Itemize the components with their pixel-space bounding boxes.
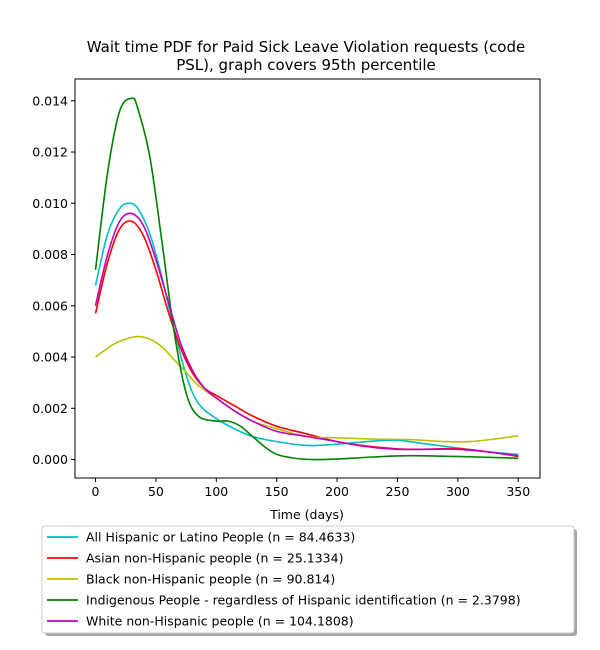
y-axis-ticks: 0.000 0.002 0.004 0.006 0.008 0.010 0.012 0.014 bbox=[32, 93, 75, 467]
x-tick-label-3: 150 bbox=[265, 484, 289, 499]
y-tick-label-0: 0.000 bbox=[32, 452, 68, 467]
plot-frame bbox=[74, 78, 541, 479]
x-tick-label-5: 250 bbox=[386, 484, 410, 499]
x-tick-label-2: 100 bbox=[204, 484, 228, 499]
series-line-2 bbox=[95, 335, 519, 443]
x-tick-label-6: 300 bbox=[446, 484, 470, 499]
series-line-4 bbox=[94, 212, 519, 457]
x-axis-ticks: 0 50 100 150 200 250 300 350 bbox=[92, 478, 530, 499]
series-line-1 bbox=[94, 220, 519, 458]
x-tick-label-1: 50 bbox=[148, 484, 164, 499]
legend-label-4: White non-Hispanic people (n = 104.1808) bbox=[86, 614, 354, 629]
y-tick-label-1: 0.002 bbox=[32, 401, 68, 416]
chart-title-line-2: PSL), graph covers 95th percentile bbox=[176, 56, 436, 74]
y-tick-label-6: 0.012 bbox=[32, 145, 68, 160]
legend-label-0: All Hispanic or Latino People (n = 84.46… bbox=[86, 530, 355, 545]
chart-title-line-1: Wait time PDF for Paid Sick Leave Violat… bbox=[87, 38, 526, 56]
x-axis-label: Time (days) bbox=[269, 507, 344, 522]
y-tick-label-2: 0.004 bbox=[32, 350, 68, 365]
x-tick-label-7: 350 bbox=[506, 484, 530, 499]
legend-box bbox=[41, 525, 575, 634]
series-line-3 bbox=[94, 97, 519, 461]
series-line-0 bbox=[94, 202, 519, 456]
legend-entries: All Hispanic or Latino People (n = 84.46… bbox=[47, 530, 521, 629]
plot-lines bbox=[94, 97, 519, 461]
legend: All Hispanic or Latino People (n = 84.46… bbox=[41, 525, 577, 636]
y-tick-label-4: 0.008 bbox=[32, 247, 68, 262]
y-tick-label-3: 0.006 bbox=[32, 298, 68, 313]
legend-label-2: Black non-Hispanic people (n = 90.814) bbox=[86, 572, 335, 587]
y-tick-label-7: 0.014 bbox=[32, 93, 68, 108]
x-tick-label-4: 200 bbox=[325, 484, 349, 499]
legend-label-1: Asian non-Hispanic people (n = 25.1334) bbox=[86, 551, 343, 566]
x-tick-label-0: 0 bbox=[92, 484, 100, 499]
legend-label-3: Indigenous People - regardless of Hispan… bbox=[86, 593, 521, 608]
y-tick-label-5: 0.010 bbox=[32, 196, 68, 211]
